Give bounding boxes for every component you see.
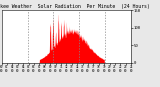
Title: Milwaukee Weather  Solar Radiation  Per Minute  (24 Hours): Milwaukee Weather Solar Radiation Per Mi… bbox=[0, 4, 150, 9]
